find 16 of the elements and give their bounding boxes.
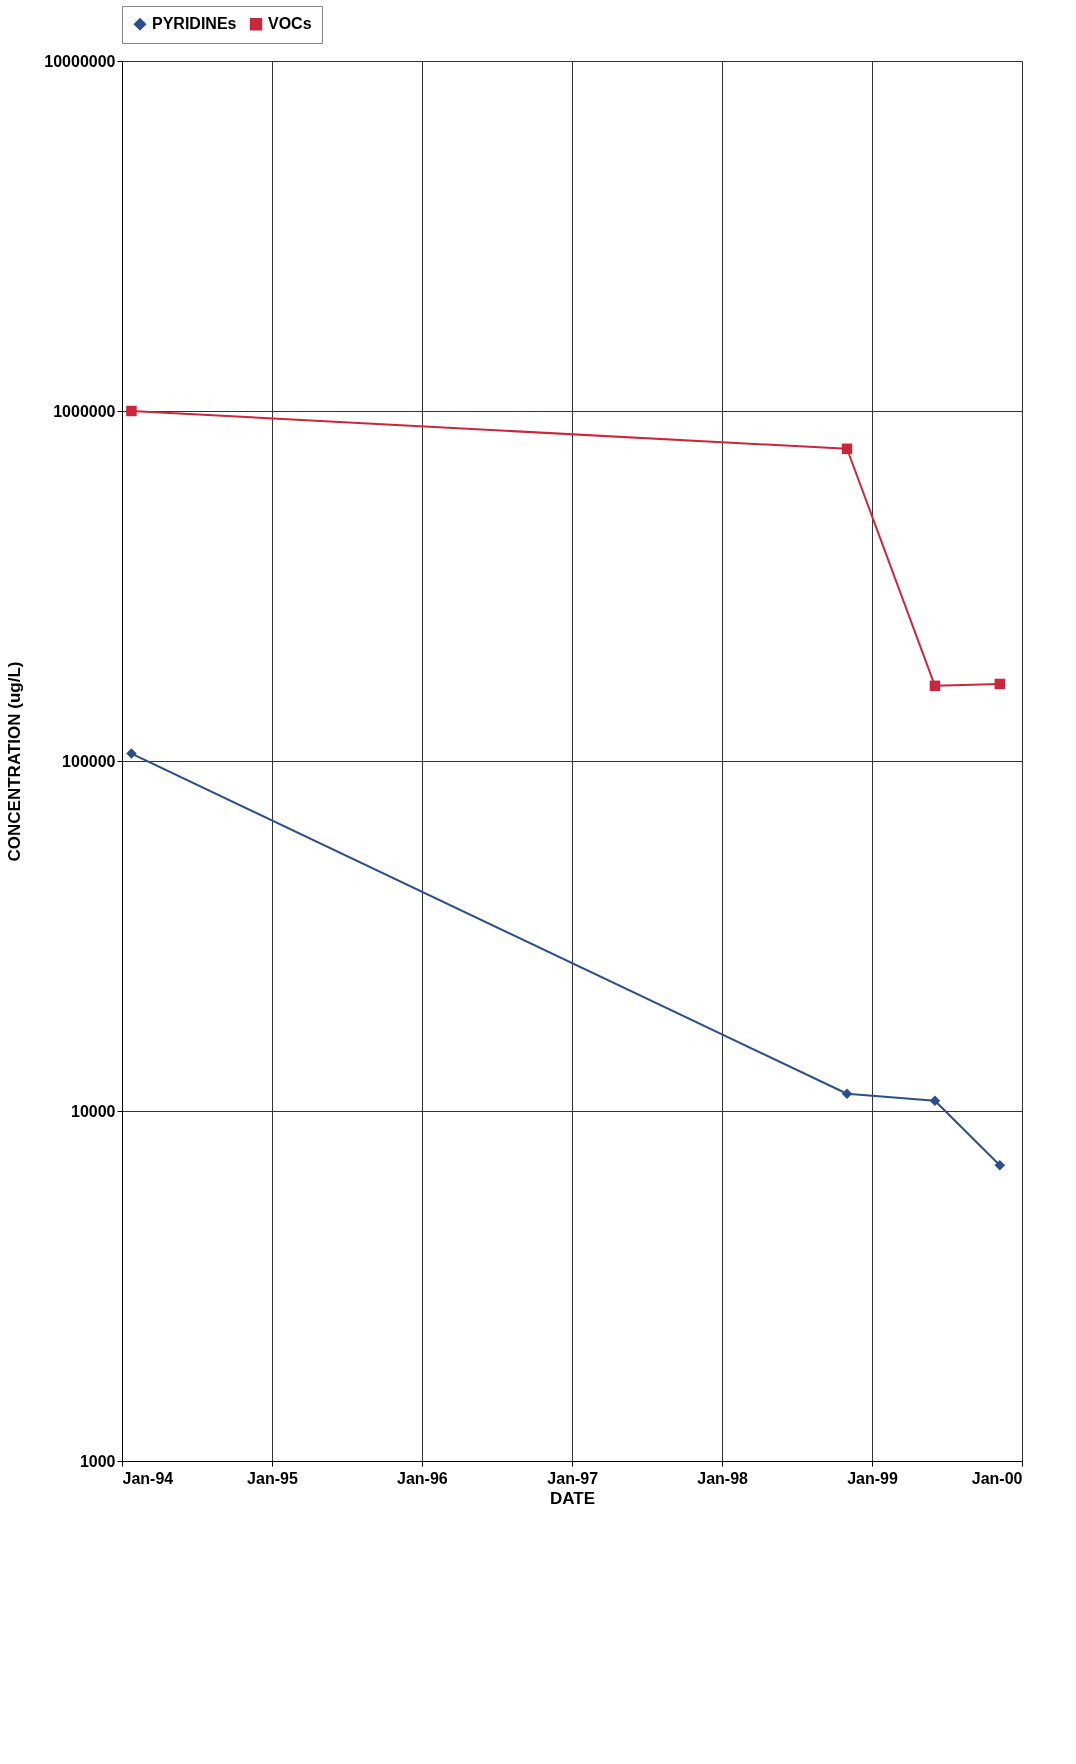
x-tick-label: Jan-95 xyxy=(247,1469,298,1487)
x-tick-label: Jan-99 xyxy=(847,1469,899,1487)
y-axis-title: CONCENTRATION (ug/L) xyxy=(5,661,25,862)
x-tick-label: Jan-96 xyxy=(397,1469,448,1487)
legend-label: VOCs xyxy=(268,15,312,33)
x-tick-label: Jan-98 xyxy=(697,1469,749,1487)
y-tick-label: 100000 xyxy=(62,752,116,770)
x-tick-label: Jan-94 xyxy=(122,1469,174,1487)
y-tick-label: 1000 xyxy=(79,1452,116,1470)
y-tick-label: 10000 xyxy=(71,1102,116,1120)
x-axis-title: DATE xyxy=(549,1488,596,1508)
y-tick-label: 10000000 xyxy=(44,52,116,70)
x-tick-label: Jan-00 xyxy=(971,1469,1023,1487)
legend-label: PYRIDINEs xyxy=(152,15,237,33)
y-tick-label: 1000000 xyxy=(53,402,116,420)
x-tick-label: Jan-97 xyxy=(547,1469,599,1487)
